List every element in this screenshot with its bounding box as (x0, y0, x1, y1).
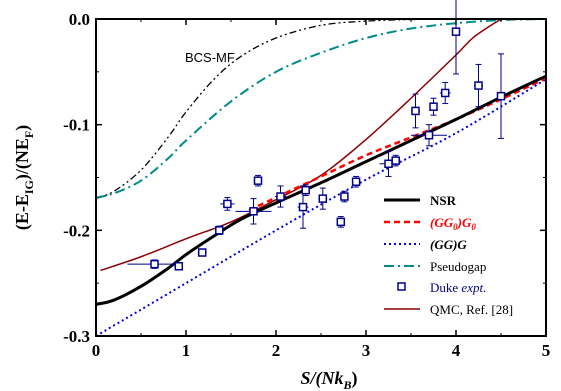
data-point-duke (411, 93, 420, 129)
series-line-bcs-mf (95, 18, 457, 200)
duke-marker (249, 207, 258, 216)
legend-label-gg: (GG)G (430, 237, 467, 252)
x-tick-label: 2 (272, 341, 281, 360)
data-point-duke (340, 190, 349, 203)
y-tick-label: 0.0 (69, 10, 90, 29)
legend-label-nsr: NSR (430, 193, 457, 208)
data-point-duke (411, 124, 447, 147)
duke-marker (391, 156, 400, 165)
duke-marker (215, 226, 224, 235)
legend-swatch-duke (397, 282, 406, 291)
duke-marker (384, 159, 393, 169)
duke-marker (496, 91, 506, 101)
data-point-duke (215, 225, 224, 236)
duke-marker (298, 202, 308, 212)
data-point-duke (474, 63, 483, 108)
data-point-duke (174, 262, 184, 271)
data-point-duke (451, 0, 461, 75)
data-point-duke (253, 174, 263, 187)
duke-marker (411, 106, 420, 116)
duke-marker (340, 192, 349, 201)
data-point-duke (351, 175, 361, 188)
duke-marker (351, 177, 361, 186)
data-point-duke (496, 53, 506, 139)
x-axis-label: S/(NkB) (300, 368, 357, 391)
duke-marker (253, 176, 263, 185)
x-tick-label: 5 (542, 341, 551, 360)
duke-marker (318, 194, 328, 203)
series-line-gg-g (95, 78, 547, 337)
data-point-duke (336, 216, 346, 228)
duke-marker (424, 130, 434, 140)
duke-marker (474, 81, 483, 90)
data-point-duke (275, 185, 286, 208)
bcs-mf-annotation: BCS-MF (185, 50, 235, 65)
data-point-duke (220, 197, 235, 211)
duke-marker (440, 88, 450, 98)
duke-marker (197, 248, 207, 257)
data-point-duke (235, 198, 272, 225)
y-tick-label: -0.1 (63, 116, 90, 135)
x-tick-label: 3 (362, 341, 371, 360)
x-tick-label: 1 (182, 341, 191, 360)
duke-marker (301, 185, 310, 195)
duke-marker (451, 27, 461, 36)
duke-marker (150, 259, 159, 269)
y-tick-label: -0.3 (63, 327, 90, 346)
legend-label-qmc: QMC, Ref. [28] (430, 302, 513, 317)
y-axis-label: (E-EIG)/(NEF) (12, 125, 36, 230)
x-tick-label: 0 (92, 341, 101, 360)
duke-marker (276, 192, 285, 201)
data-point-duke (429, 97, 438, 116)
duke-marker (174, 262, 184, 271)
duke-marker (336, 217, 346, 227)
legend: NSR (GG0)G0 (GG)G Pseudogap Duke expt. Q… (384, 193, 513, 317)
data-point-duke (439, 81, 451, 105)
data-point-duke (391, 154, 400, 167)
data-point-duke (301, 184, 310, 196)
series-line-qmc-ref-28 (100, 18, 502, 272)
data-points (127, 0, 506, 271)
y-tick-label: -0.2 (63, 221, 90, 240)
legend-label-pseudogap: Pseudogap (430, 259, 486, 274)
legend-label-duke: Duke expt. (430, 280, 486, 295)
duke-marker (429, 102, 438, 111)
legend-label-gg0: (GG0)G0 (430, 215, 476, 232)
data-point-duke (127, 259, 182, 269)
data-point-duke (318, 187, 328, 210)
tick-layer: 0 1 2 3 4 5 0.0 -0.1 -0.2 -0.3 (63, 10, 550, 360)
data-point-duke (197, 248, 207, 257)
duke-marker (223, 199, 232, 209)
x-tick-label: 4 (452, 341, 461, 360)
